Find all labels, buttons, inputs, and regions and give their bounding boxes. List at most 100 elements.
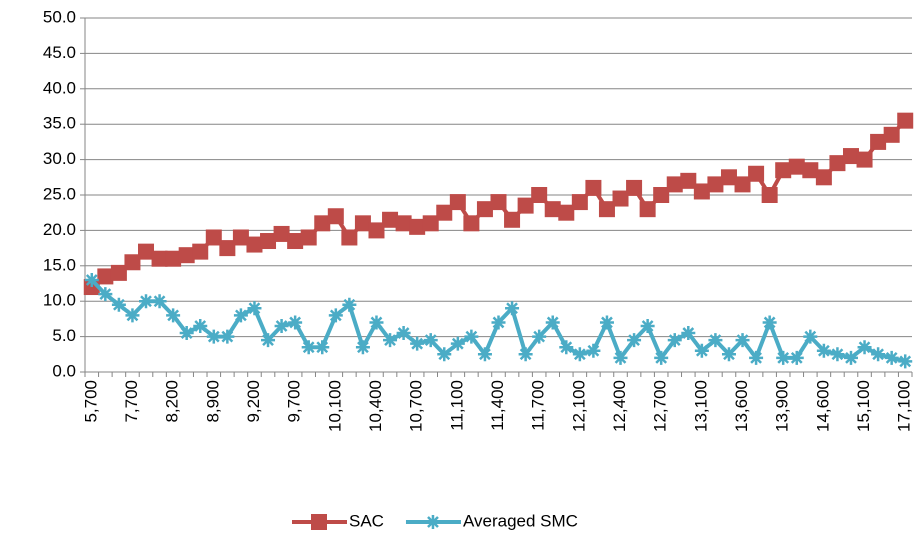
marker xyxy=(110,264,127,281)
marker xyxy=(97,268,114,285)
x-tick-label: 8,200 xyxy=(163,380,182,423)
marker xyxy=(734,176,751,193)
y-tick-label: 35.0 xyxy=(43,114,76,133)
marker xyxy=(233,308,248,323)
x-tick-label: 14,600 xyxy=(813,380,832,432)
y-tick-label: 0.0 xyxy=(52,361,76,380)
marker xyxy=(667,333,682,348)
marker xyxy=(762,315,777,330)
marker xyxy=(544,201,561,218)
marker xyxy=(721,347,736,362)
marker xyxy=(680,172,697,189)
marker xyxy=(422,215,439,232)
marker xyxy=(111,297,126,312)
marker xyxy=(586,343,601,358)
marker xyxy=(219,240,236,257)
marker xyxy=(694,343,709,358)
marker xyxy=(666,176,683,193)
marker xyxy=(166,308,181,323)
marker xyxy=(477,347,492,362)
x-tick-label: 13,900 xyxy=(773,380,792,432)
marker xyxy=(558,204,575,221)
marker xyxy=(450,336,465,351)
x-tick-label: 15,100 xyxy=(854,380,873,432)
marker xyxy=(179,326,194,341)
marker xyxy=(829,155,846,172)
marker xyxy=(627,333,642,348)
marker xyxy=(708,333,723,348)
marker xyxy=(205,229,222,246)
marker xyxy=(490,194,507,211)
marker xyxy=(463,215,480,232)
marker xyxy=(883,126,900,143)
marker xyxy=(314,215,331,232)
marker xyxy=(598,201,615,218)
x-tick-label: 11,400 xyxy=(488,380,507,431)
marker xyxy=(803,329,818,344)
y-tick-label: 45.0 xyxy=(43,43,76,62)
marker xyxy=(287,233,304,250)
marker xyxy=(871,347,886,362)
marker xyxy=(761,187,778,203)
marker xyxy=(369,315,384,330)
marker xyxy=(735,333,750,348)
marker xyxy=(261,333,276,348)
marker xyxy=(327,208,344,225)
marker xyxy=(816,343,831,358)
marker xyxy=(585,179,602,196)
marker xyxy=(707,176,724,193)
marker xyxy=(898,354,913,369)
marker xyxy=(342,297,357,312)
marker xyxy=(857,340,872,355)
marker xyxy=(315,340,330,355)
marker xyxy=(518,347,533,362)
y-tick-label: 50.0 xyxy=(43,7,76,26)
marker xyxy=(720,169,737,186)
marker xyxy=(395,215,412,232)
marker xyxy=(152,294,167,309)
marker xyxy=(776,350,791,365)
marker xyxy=(98,287,113,302)
marker xyxy=(464,329,479,344)
marker xyxy=(843,350,858,365)
marker xyxy=(856,151,873,168)
marker xyxy=(491,315,506,330)
marker xyxy=(870,133,887,150)
marker xyxy=(504,211,521,228)
marker xyxy=(409,218,426,235)
marker xyxy=(532,329,547,344)
x-tick-label: 12,100 xyxy=(569,380,588,432)
x-tick-label: 12,700 xyxy=(651,380,670,432)
marker xyxy=(517,197,534,214)
marker xyxy=(640,318,655,333)
x-tick-label: 10,700 xyxy=(407,380,426,432)
marker xyxy=(139,294,154,309)
marker xyxy=(693,183,710,200)
x-tick-label: 11,100 xyxy=(447,380,466,431)
marker xyxy=(232,229,249,246)
marker xyxy=(654,350,669,365)
marker xyxy=(192,243,209,260)
marker xyxy=(639,201,656,218)
x-tick-label: 11,700 xyxy=(529,380,548,431)
marker xyxy=(288,315,303,330)
marker xyxy=(301,340,316,355)
marker xyxy=(354,215,371,232)
marker xyxy=(247,301,262,316)
marker xyxy=(830,347,845,362)
marker xyxy=(151,250,168,267)
marker xyxy=(572,347,587,362)
marker xyxy=(125,308,140,323)
marker xyxy=(788,158,805,175)
marker xyxy=(748,165,765,182)
marker xyxy=(884,350,899,365)
marker xyxy=(545,315,560,330)
marker xyxy=(341,229,358,246)
marker xyxy=(328,308,343,323)
x-tick-label: 10,400 xyxy=(366,380,385,432)
y-tick-label: 5.0 xyxy=(52,326,76,345)
legend-label: SAC xyxy=(349,511,384,530)
marker xyxy=(749,350,764,365)
marker xyxy=(815,169,832,186)
